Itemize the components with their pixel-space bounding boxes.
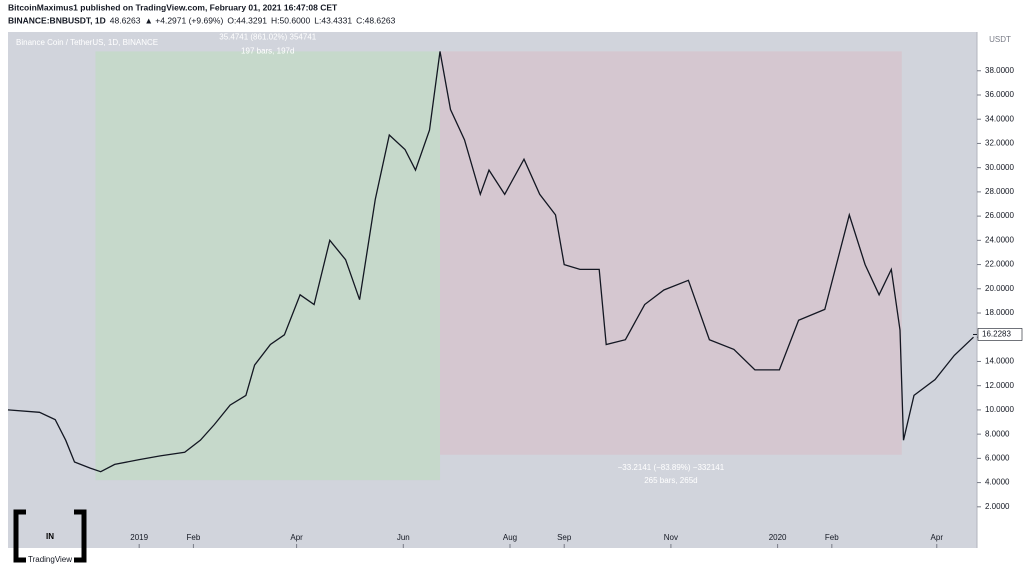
logo-brackets <box>13 509 87 563</box>
x-tick-label: Apr <box>931 533 944 542</box>
y-tick-label: 8.0000 <box>985 429 1010 438</box>
x-tick-label: Sep <box>557 533 572 542</box>
y-tick-label: 38.0000 <box>985 66 1014 75</box>
range-label: −33.2141 (−83.89%) −332141 <box>618 463 725 472</box>
range-box <box>440 51 902 455</box>
header-symbol: BINANCE:BNBUSDT, 1D <box>8 15 106 25</box>
range-label: 197 bars, 197d <box>241 46 294 55</box>
y-tick-label: 36.0000 <box>985 90 1014 99</box>
range-box <box>95 51 441 481</box>
y-tick-label: 4.0000 <box>985 478 1010 487</box>
logo-text: IN <box>46 532 54 541</box>
price-axis <box>977 32 1024 548</box>
header-ohlc: C:48.6263 <box>356 15 395 25</box>
last-price-label: 16.2283 <box>982 330 1011 339</box>
y-tick-label: 26.0000 <box>985 211 1014 220</box>
range-label: 265 bars, 265d <box>644 476 697 485</box>
currency: USDT <box>989 35 1011 44</box>
y-tick-label: 20.0000 <box>985 284 1014 293</box>
y-tick-label: 2.0000 <box>985 502 1010 511</box>
y-tick-label: 28.0000 <box>985 187 1014 196</box>
y-tick-label: 30.0000 <box>985 163 1014 172</box>
ranges <box>95 51 902 481</box>
y-tick-label: 6.0000 <box>985 453 1010 462</box>
y-tick-label: 18.0000 <box>985 308 1014 317</box>
y-tick-label: 32.0000 <box>985 139 1014 148</box>
x-tick-label: 2020 <box>769 533 787 542</box>
x-tick-label: Feb <box>187 533 201 542</box>
range-label: 35.4741 (861.02%) 354741 <box>219 32 317 41</box>
x-tick-label: Jun <box>397 533 410 542</box>
x-tick-label: Aug <box>503 533 517 542</box>
header-ohlc: H:50.6000 <box>271 15 310 25</box>
y-tick-label: 14.0000 <box>985 357 1014 366</box>
last-price-box <box>977 328 1023 341</box>
header-change: ▲ +4.2971 (+9.69%) <box>145 15 224 25</box>
legend: Binance Coin / TetherUS, 1D, BINANCE <box>16 38 158 47</box>
x-tick-label: Apr <box>290 533 303 542</box>
y-tick-label: 24.0000 <box>985 235 1014 244</box>
header-line1: BitcoinMaximus1 published on TradingView… <box>8 2 338 12</box>
header-price: 48.6263 <box>110 15 141 25</box>
header-ohlc: L:43.4331 <box>314 15 352 25</box>
x-tick-label: 2019 <box>130 533 148 542</box>
y-tick-label: 12.0000 <box>985 381 1014 390</box>
price-line <box>7 51 974 473</box>
x-tick-label: Feb <box>825 533 839 542</box>
y-tick-label: 22.0000 <box>985 260 1014 269</box>
y-tick-label: 10.0000 <box>985 405 1014 414</box>
x-tick-label: Nov <box>664 533 678 542</box>
header-ohlc: O:44.3291 <box>227 15 267 25</box>
y-tick-label: 34.0000 <box>985 114 1014 123</box>
watermark: TradingView <box>28 555 72 564</box>
